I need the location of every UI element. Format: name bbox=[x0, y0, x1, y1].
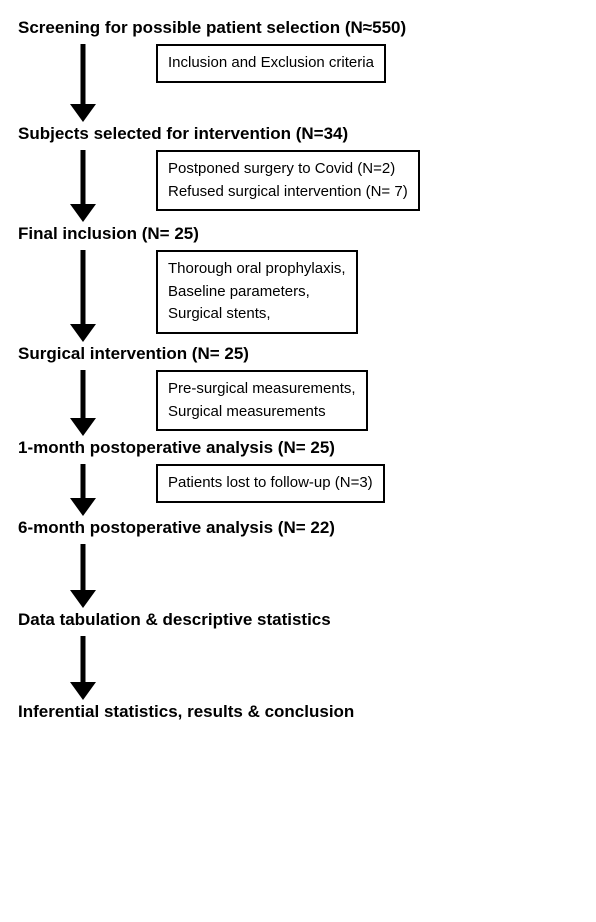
stage-label: Subjects selected for intervention (N=34… bbox=[18, 124, 584, 144]
stage-label: Surgical intervention (N= 25) bbox=[18, 344, 584, 364]
stage-label: Inferential statistics, results & conclu… bbox=[18, 702, 584, 722]
stage-label: 6-month postoperative analysis (N= 22) bbox=[18, 518, 584, 538]
stage-note-box: Inclusion and Exclusion criteria bbox=[156, 44, 386, 83]
flowchart: Screening for possible patient selection… bbox=[18, 18, 584, 722]
stage-note-box: Pre-surgical measurements,Surgical measu… bbox=[156, 370, 368, 431]
stage-note-line: Refused surgical intervention (N= 7) bbox=[168, 181, 408, 204]
stage-label: Data tabulation & descriptive statistics bbox=[18, 610, 584, 630]
stage-note-line: Inclusion and Exclusion criteria bbox=[168, 52, 374, 75]
arrow-down-icon bbox=[18, 544, 148, 608]
stage-label: Screening for possible patient selection… bbox=[18, 18, 584, 38]
stage-note-line: Surgical measurements bbox=[168, 401, 356, 424]
stage-note-line: Patients lost to follow-up (N=3) bbox=[168, 472, 373, 495]
stage-note-line: Pre-surgical measurements, bbox=[168, 378, 356, 401]
stage-label: Final inclusion (N= 25) bbox=[18, 224, 584, 244]
stage-note-box: Postponed surgery to Covid (N=2)Refused … bbox=[156, 150, 420, 211]
arrow-down-icon bbox=[18, 464, 148, 516]
stage-note-line: Baseline parameters, bbox=[168, 281, 346, 304]
stage-label: 1-month postoperative analysis (N= 25) bbox=[18, 438, 584, 458]
stage-note-line: Postponed surgery to Covid (N=2) bbox=[168, 158, 408, 181]
arrow-down-icon bbox=[18, 250, 148, 342]
stage-note-line: Surgical stents, bbox=[168, 303, 346, 326]
arrow-down-icon bbox=[18, 370, 148, 436]
stage-note-line: Thorough oral prophylaxis, bbox=[168, 258, 346, 281]
arrow-down-icon bbox=[18, 44, 148, 122]
stage-note-box: Thorough oral prophylaxis,Baseline param… bbox=[156, 250, 358, 334]
stage-note-box: Patients lost to follow-up (N=3) bbox=[156, 464, 385, 503]
arrow-down-icon bbox=[18, 636, 148, 700]
arrow-down-icon bbox=[18, 150, 148, 222]
